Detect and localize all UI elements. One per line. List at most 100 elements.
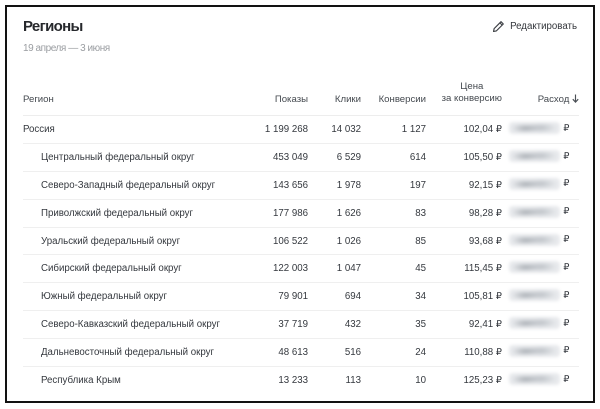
currency-symbol: ₽: [563, 345, 570, 357]
redacted-spend-value: [509, 150, 561, 163]
impressions-cell: 143 656: [224, 171, 308, 200]
conversions-cell: 24: [361, 338, 426, 367]
col-header-spend[interactable]: Расход: [502, 80, 579, 117]
edit-button-label: Редактировать: [510, 21, 577, 32]
spend-cell: ₽: [502, 171, 579, 200]
conversions-cell: 85: [361, 227, 426, 256]
redacted-spend-value: [509, 205, 561, 218]
region-cell[interactable]: Центральный федеральный округ: [23, 143, 224, 172]
impressions-cell: 79 901: [224, 282, 308, 312]
table-header-row: Регион Показы Клики Конверсии Цена за ко…: [23, 80, 579, 117]
table-row: Сибирский федеральный округ 122 003 1 047 4…: [23, 254, 579, 284]
currency-symbol: ₽: [563, 122, 570, 134]
region-cell[interactable]: Россия: [23, 115, 224, 145]
col-header-conversions[interactable]: Конверсии: [361, 80, 426, 117]
impressions-cell: 453 049: [224, 143, 308, 172]
spend-cell: ₽: [502, 199, 579, 228]
cpa-cell: 105,50 ₽: [426, 143, 502, 172]
spend-cell: ₽: [502, 143, 579, 172]
region-cell[interactable]: Уральский федеральный округ: [23, 227, 224, 256]
clicks-cell: 516: [308, 338, 361, 367]
table-row: Уральский федеральный округ 106 522 1 026 8…: [23, 227, 579, 256]
table-row: Республика Крым 13 233 113 10 125,23 ₽ ₽: [23, 366, 579, 394]
impressions-cell: 37 719: [224, 310, 308, 340]
cpa-cell: 92,41 ₽: [426, 310, 502, 340]
redacted-spend-value: [509, 289, 561, 302]
table-body: Россия 1 199 268 14 032 1 127 102,04 ₽ ₽ Центр…: [23, 115, 579, 394]
currency-symbol: ₽: [563, 289, 570, 301]
col-header-clicks[interactable]: Клики: [308, 80, 361, 117]
cpa-cell: 115,45 ₽: [426, 254, 502, 284]
col-header-spend-label: Расход: [537, 93, 570, 105]
regions-table: Регион Показы Клики Конверсии Цена за ко…: [23, 80, 579, 394]
col-header-impressions[interactable]: Показы: [224, 80, 308, 117]
region-cell[interactable]: Сибирский федеральный округ: [23, 254, 224, 284]
region-cell[interactable]: Дальневосточный федеральный округ: [23, 338, 224, 367]
clicks-cell: 694: [308, 282, 361, 312]
spend-cell: ₽: [502, 366, 579, 394]
table-row: Северо-Кавказский федеральный округ 37 71…: [23, 310, 579, 340]
spend-cell: ₽: [502, 227, 579, 256]
cpa-cell: 98,28 ₽: [426, 199, 502, 228]
impressions-cell: 177 986: [224, 199, 308, 228]
currency-symbol: ₽: [563, 150, 570, 162]
currency-symbol: ₽: [563, 261, 570, 273]
conversions-cell: 1 127: [361, 115, 426, 145]
cpa-cell: 93,68 ₽: [426, 227, 502, 256]
conversions-cell: 35: [361, 310, 426, 340]
table-row: Северо-Западный федеральный округ 143 656…: [23, 171, 579, 200]
clicks-cell: 432: [308, 310, 361, 340]
redacted-spend-value: [509, 317, 561, 330]
region-cell[interactable]: Северо-Кавказский федеральный округ: [23, 310, 224, 340]
impressions-cell: 13 233: [278, 375, 308, 387]
clicks-cell: 1 626: [308, 199, 361, 228]
redacted-spend-value: [509, 177, 561, 190]
card-header: Регионы 19 апреля — 3 июня Редактировать: [23, 7, 577, 81]
table-row: Приволжский федеральный округ 177 986 1 62…: [23, 199, 579, 228]
spend-cell: ₽: [502, 338, 579, 367]
region-cell[interactable]: Приволжский федеральный округ: [23, 199, 224, 228]
impressions-cell: 106 522: [224, 227, 308, 256]
clicks-cell: 113: [345, 375, 361, 387]
conversions-cell: 10: [415, 375, 426, 387]
currency-symbol: ₽: [563, 373, 570, 385]
region-cell[interactable]: Северо-Западный федеральный округ: [23, 171, 224, 200]
pencil-icon: [493, 21, 504, 33]
clicks-cell: 1 978: [308, 171, 361, 200]
redacted-spend-value: [509, 344, 561, 357]
conversions-cell: 34: [361, 282, 426, 312]
redacted-spend-value: [509, 122, 561, 135]
col-header-cpa-label: Цена за конверсию: [441, 80, 502, 104]
clicks-cell: 1 047: [308, 254, 361, 284]
clicks-cell: 1 026: [308, 227, 361, 256]
currency-symbol: ₽: [563, 234, 570, 246]
cpa-cell: 110,88 ₽: [426, 338, 502, 367]
currency-symbol: ₽: [563, 178, 570, 190]
edit-button[interactable]: Редактировать: [492, 20, 577, 33]
clicks-cell: 6 529: [308, 143, 361, 172]
cpa-cell: 102,04 ₽: [426, 115, 502, 145]
impressions-cell: 122 003: [224, 254, 308, 284]
spend-cell: ₽: [502, 282, 579, 312]
table-row: Дальневосточный федеральный округ 48 613 5…: [23, 338, 579, 367]
date-range: 19 апреля — 3 июня: [23, 42, 110, 54]
spend-cell: ₽: [502, 115, 579, 145]
spend-cell: ₽: [502, 254, 579, 284]
table-row: Центральный федеральный округ 453 049 6 52…: [23, 143, 579, 172]
redacted-spend-value: [509, 373, 561, 386]
conversions-cell: 83: [361, 199, 426, 228]
sort-desc-icon: [572, 94, 579, 103]
spend-cell: ₽: [502, 310, 579, 340]
cpa-cell: 125,23 ₽: [463, 375, 503, 387]
region-cell[interactable]: Республика Крым: [41, 375, 121, 387]
conversions-cell: 197: [361, 171, 426, 200]
cpa-cell: 92,15 ₽: [426, 171, 502, 200]
col-header-cpa[interactable]: Цена за конверсию: [426, 80, 502, 117]
impressions-cell: 48 613: [224, 338, 308, 367]
page-title: Регионы: [23, 18, 83, 35]
table-row: Южный федеральный округ 79 901 694 34 105,81…: [23, 282, 579, 312]
col-header-region[interactable]: Регион: [23, 80, 224, 117]
redacted-spend-value: [509, 233, 561, 246]
region-cell[interactable]: Южный федеральный округ: [23, 282, 224, 312]
regions-report-card: Регионы 19 апреля — 3 июня Редактировать…: [5, 5, 595, 403]
